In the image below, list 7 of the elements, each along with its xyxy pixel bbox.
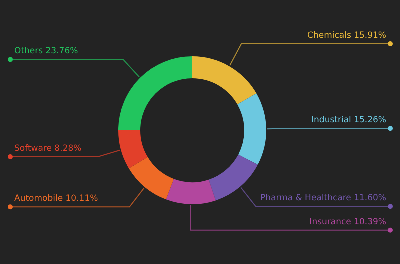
slice-label: Automobile 10.11% [14,194,98,204]
slice-label: Chemicals 15.91% [308,31,387,42]
slice-label: Pharma & Healthcare 11.60% [260,194,386,204]
slice-label: Others 23.76% [14,46,78,57]
slice-label: Software 8.28% [14,144,82,154]
slice-label: Industrial 15.26% [312,116,387,126]
slice-label: Insurance 10.39% [310,217,387,228]
